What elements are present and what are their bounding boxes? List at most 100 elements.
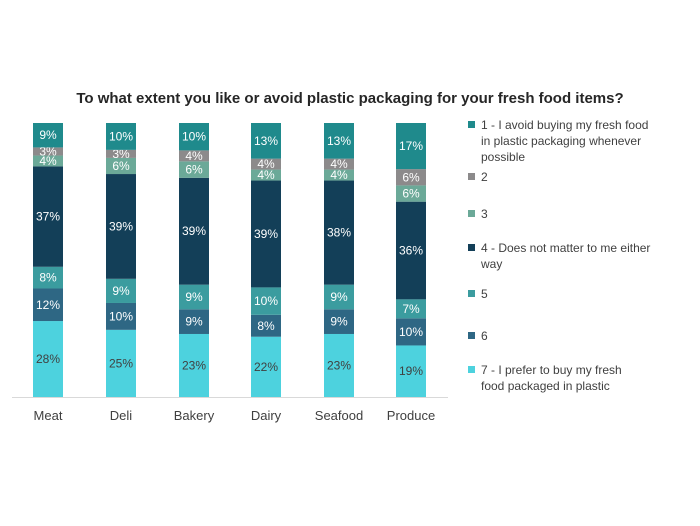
bar-dairy-series-1 (251, 336, 281, 397)
bar-seafood-series-3 (324, 284, 354, 310)
bar-produce-series-3 (396, 299, 426, 319)
bar-meat-series-7 (33, 123, 63, 148)
chart-title: To what extent you like or avoid plastic… (76, 90, 624, 107)
bar-seafood-series-1 (324, 333, 354, 397)
data-label-meat-series-1: 28% (36, 352, 60, 366)
data-label-seafood-series-6: 4% (330, 157, 348, 171)
bar-dairy-series-5 (251, 169, 281, 181)
bar-meat-series-1 (33, 321, 63, 397)
legend-label-7: 7 - I prefer to buy my fresh food package… (481, 363, 622, 393)
legend-label-3: 3 (481, 207, 488, 221)
data-label-produce-series-6: 6% (402, 170, 420, 184)
bar-deli-series-2 (106, 302, 136, 330)
bar-dairy-series-7 (251, 123, 281, 159)
bar-dairy-series-6 (251, 158, 281, 170)
data-label-deli-series-6: 3% (112, 147, 130, 161)
bar-bakery-series-3 (179, 284, 209, 310)
category-label-seafood: Seafood (315, 408, 363, 423)
bar-deli-series-4 (106, 174, 136, 279)
bar-deli-series-1 (106, 329, 136, 397)
bar-seafood-series-6 (324, 158, 354, 170)
data-label-dairy-series-6: 4% (257, 157, 275, 171)
data-label-seafood-series-4: 38% (327, 226, 351, 240)
bar-produce-series-2 (396, 318, 426, 346)
bar-seafood-series-5 (324, 169, 354, 181)
data-label-bakery-series-6: 4% (185, 149, 203, 163)
legend-swatch-4 (468, 244, 475, 251)
category-label-deli: Deli (110, 408, 133, 423)
bar-meat-series-3 (33, 266, 63, 289)
data-label-bakery-series-7: 10% (182, 130, 206, 144)
data-label-bakery-series-1: 23% (182, 358, 206, 372)
data-label-meat-series-3: 8% (39, 271, 57, 285)
data-label-seafood-series-5: 4% (330, 168, 348, 182)
legend-label-1: 1 - I avoid buying my fresh food in plast… (481, 118, 648, 164)
data-label-meat-series-6: 3% (39, 144, 57, 158)
legend-swatch-1 (468, 121, 475, 128)
data-label-meat-series-4: 37% (36, 210, 60, 224)
data-label-dairy-series-2: 8% (257, 319, 275, 333)
data-label-deli-series-5: 6% (112, 159, 130, 173)
data-label-seafood-series-7: 13% (327, 134, 351, 148)
data-label-deli-series-7: 10% (109, 129, 133, 143)
data-label-dairy-series-4: 39% (254, 227, 278, 241)
bar-bakery-series-6 (179, 150, 209, 162)
data-label-bakery-series-4: 39% (182, 224, 206, 238)
bar-deli-series-7 (106, 123, 136, 150)
bar-meat-series-6 (33, 147, 63, 156)
bar-bakery-series-4 (179, 177, 209, 285)
data-label-dairy-series-5: 4% (257, 168, 275, 182)
data-label-deli-series-2: 10% (109, 309, 133, 323)
data-label-produce-series-3: 7% (402, 302, 420, 316)
legend-swatch-5 (468, 290, 475, 297)
data-label-bakery-series-3: 9% (185, 290, 203, 304)
legend-swatch-7 (468, 366, 475, 373)
data-label-seafood-series-3: 9% (330, 290, 348, 304)
bar-seafood-series-4 (324, 180, 354, 285)
bar-meat-series-2 (33, 288, 63, 322)
bar-dairy-series-3 (251, 287, 281, 315)
data-label-seafood-series-2: 9% (330, 315, 348, 329)
category-label-dairy: Dairy (251, 408, 282, 423)
bar-bakery-series-5 (179, 161, 209, 178)
data-label-meat-series-2: 12% (36, 298, 60, 312)
data-label-deli-series-3: 9% (112, 284, 130, 298)
legend-swatch-2 (468, 173, 475, 180)
bar-bakery-series-1 (179, 333, 209, 397)
data-label-meat-series-5: 4% (39, 154, 57, 168)
bar-produce-series-4 (396, 201, 426, 300)
category-label-produce: Produce (387, 408, 435, 423)
data-label-dairy-series-3: 10% (254, 294, 278, 308)
bar-deli-series-6 (106, 149, 136, 158)
bar-produce-series-1 (396, 345, 426, 397)
bar-seafood-series-2 (324, 309, 354, 334)
bar-deli-series-3 (106, 278, 136, 303)
data-label-deli-series-4: 39% (109, 219, 133, 233)
category-label-meat: Meat (34, 408, 63, 423)
data-label-dairy-series-7: 13% (254, 134, 278, 148)
legend-label-5: 5 (481, 287, 488, 301)
data-label-produce-series-2: 10% (399, 325, 423, 339)
legend-swatch-6 (468, 332, 475, 339)
legend-label-6: 6 (481, 329, 488, 343)
bar-meat-series-5 (33, 155, 63, 167)
bar-seafood-series-7 (324, 123, 354, 159)
data-label-produce-series-1: 19% (399, 364, 423, 378)
bar-bakery-series-7 (179, 123, 209, 151)
data-label-produce-series-7: 17% (399, 139, 423, 153)
legend-label-4: 4 - Does not matter to me either way (480, 241, 650, 271)
bar-produce-series-7 (396, 123, 426, 170)
category-label-bakery: Bakery (174, 408, 215, 423)
data-label-meat-series-7: 9% (39, 128, 57, 142)
bar-meat-series-4 (33, 166, 63, 267)
bar-dairy-series-4 (251, 180, 281, 288)
bar-bakery-series-2 (179, 309, 209, 334)
data-label-produce-series-5: 6% (402, 187, 420, 201)
data-label-seafood-series-1: 23% (327, 358, 351, 372)
bar-dairy-series-2 (251, 314, 281, 337)
bar-produce-series-6 (396, 169, 426, 186)
data-label-produce-series-4: 36% (399, 244, 423, 258)
data-label-bakery-series-2: 9% (185, 315, 203, 329)
data-label-bakery-series-5: 6% (185, 163, 203, 177)
